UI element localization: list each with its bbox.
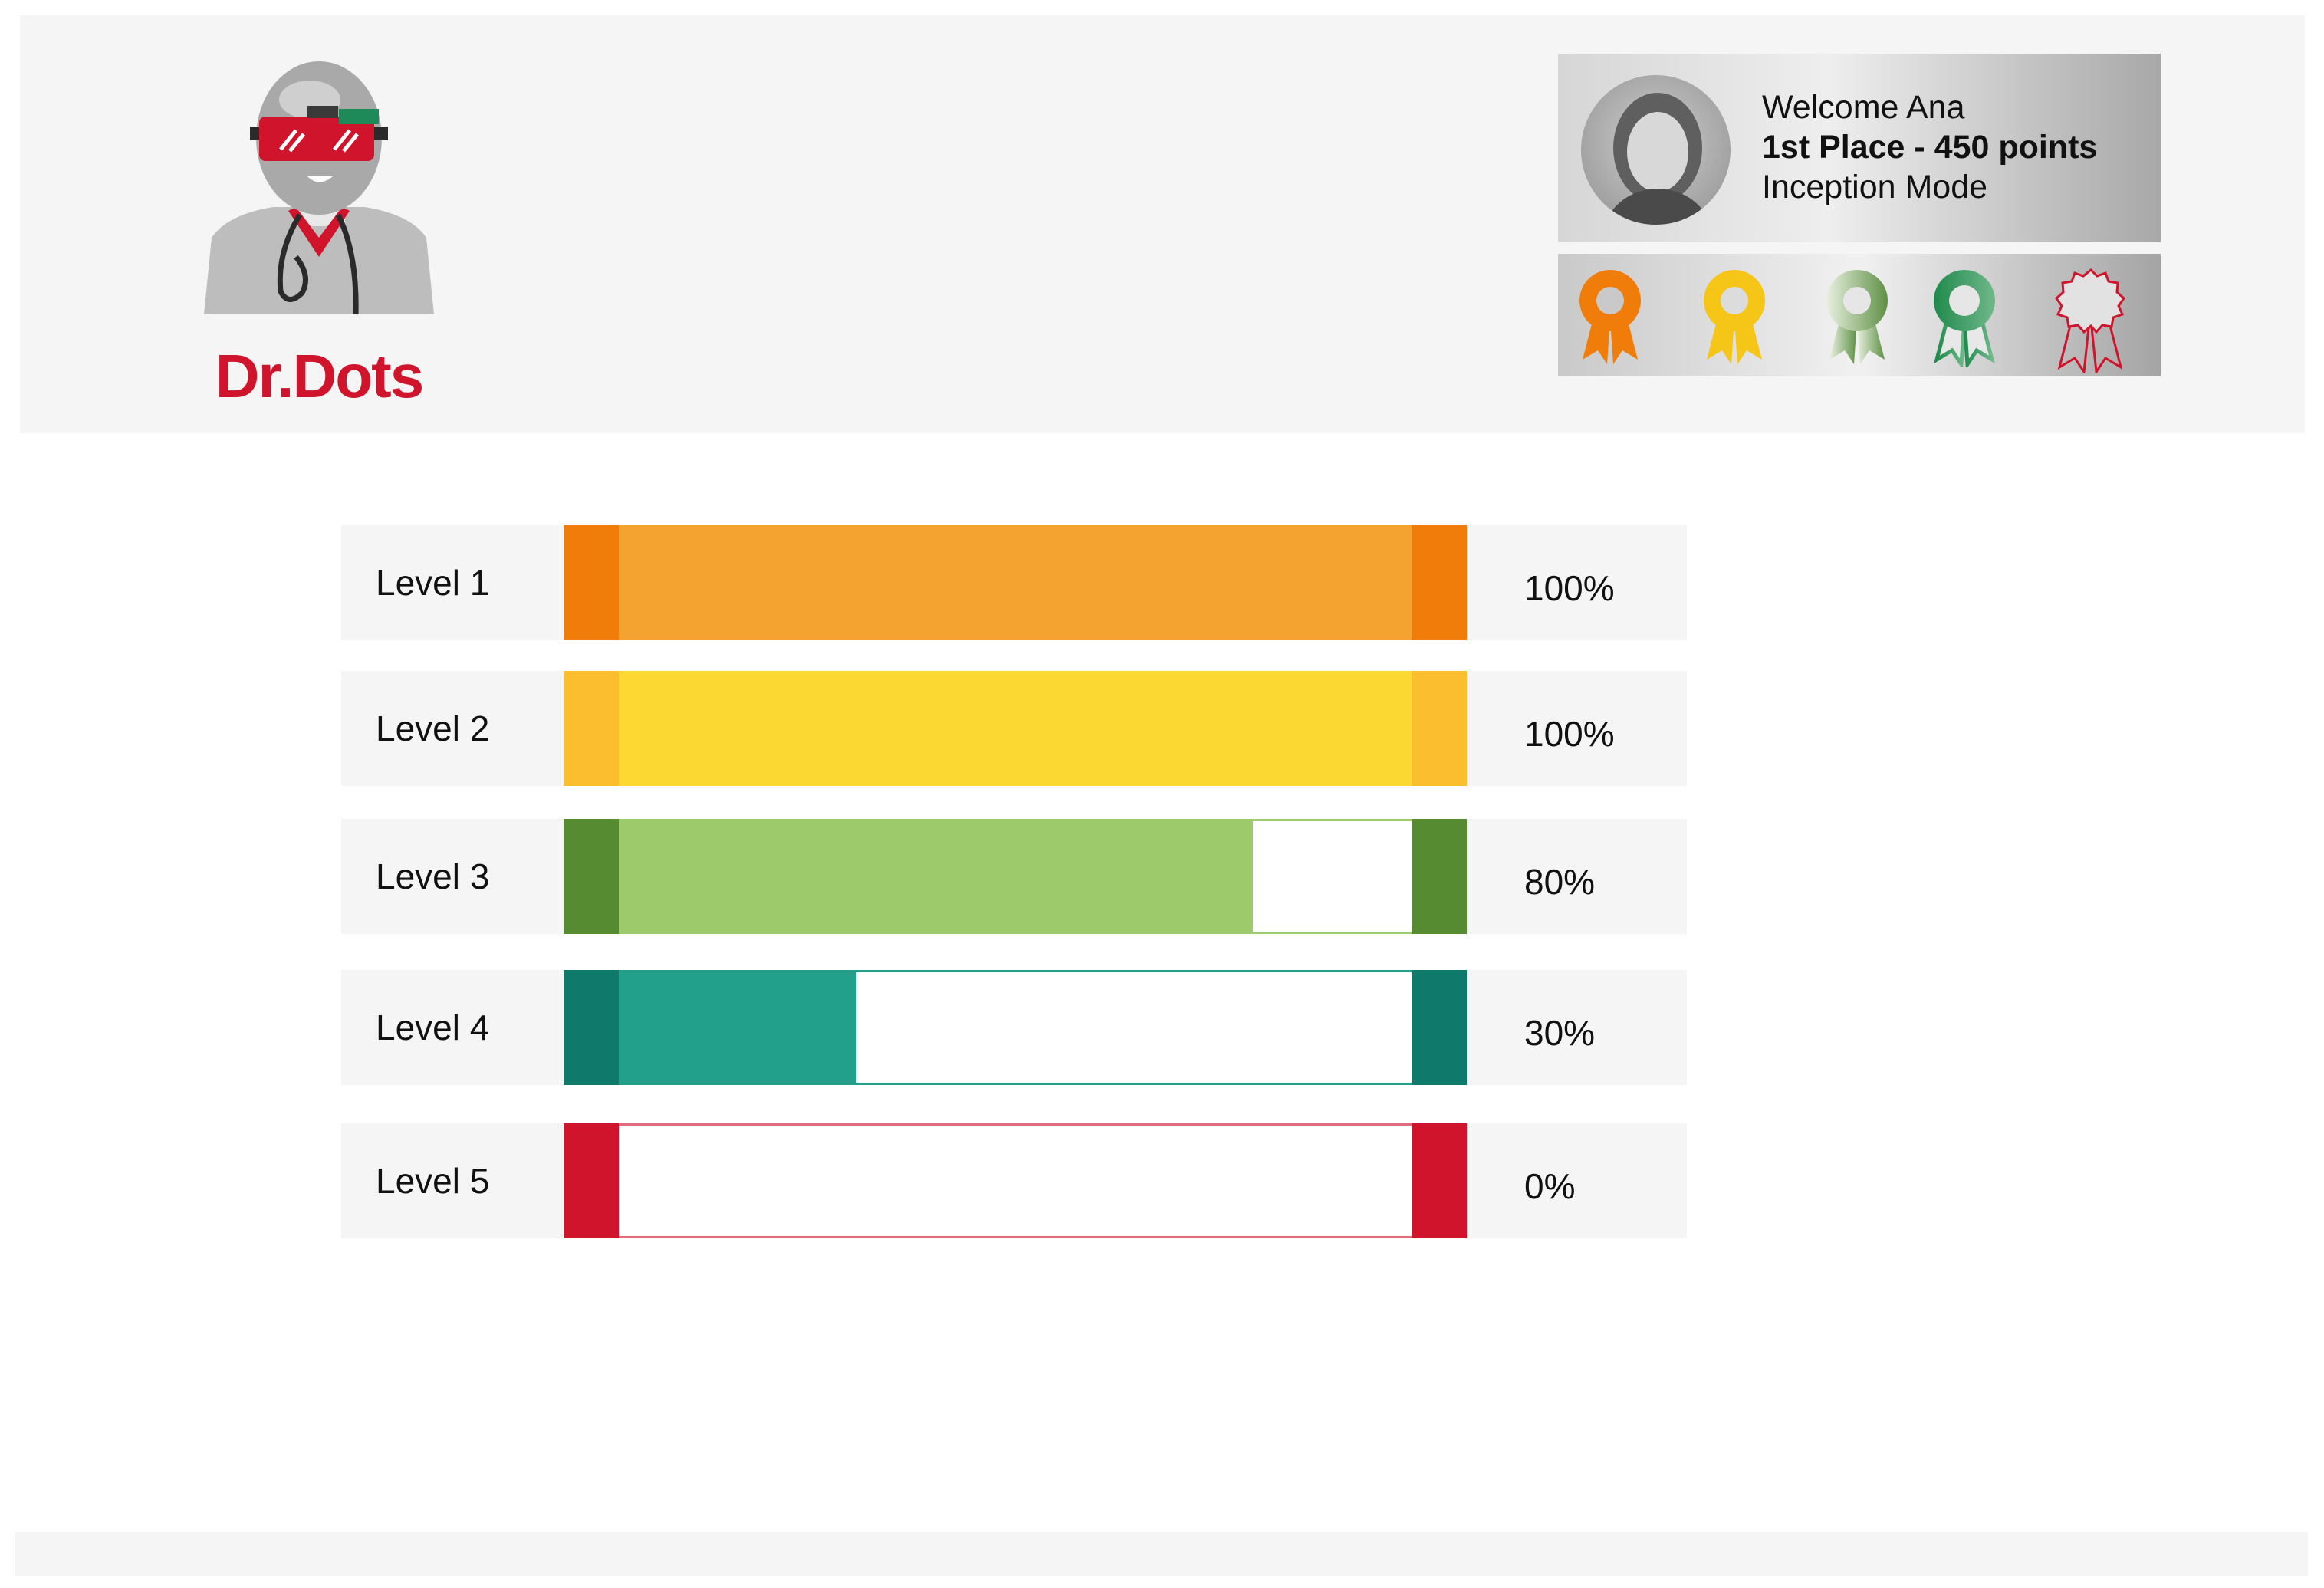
green-ribbon-icon[interactable] xyxy=(1926,266,2003,370)
bar-fill xyxy=(619,528,1412,638)
bar-track xyxy=(619,525,1412,640)
badge-shelf xyxy=(1558,254,2161,376)
bar-cap-right xyxy=(1412,819,1467,934)
header: Dr.Dots Welcome Ana 1st Place - 450 poin… xyxy=(20,15,2305,433)
percent-box: 0% xyxy=(1467,1123,1687,1238)
bar-cap-left xyxy=(564,671,619,786)
bar-cap-left xyxy=(564,970,619,1085)
level-row[interactable]: Level 5 0% xyxy=(341,1123,1687,1238)
percent-text: 30% xyxy=(1524,1013,1596,1053)
footer-bar xyxy=(15,1532,2308,1576)
level-row[interactable]: Level 4 30% xyxy=(341,970,1687,1085)
user-avatar[interactable] xyxy=(1581,75,1731,225)
bar-cap-left xyxy=(564,525,619,640)
level-label-box: Level 3 xyxy=(341,819,567,934)
logo-text: Dr.Dots xyxy=(215,342,425,410)
bar-cap-right xyxy=(1412,525,1467,640)
level-label: Level 1 xyxy=(376,563,490,603)
level-label-box: Level 1 xyxy=(341,525,567,640)
profile-info: Welcome Ana 1st Place - 450 points Incep… xyxy=(1762,87,2097,207)
level-progress-bar[interactable] xyxy=(564,819,1467,934)
percent-text: 100% xyxy=(1524,568,1615,608)
user-profile-card[interactable]: Welcome Ana 1st Place - 450 points Incep… xyxy=(1558,54,2161,242)
percent-text: 0% xyxy=(1524,1166,1576,1206)
percent-text: 100% xyxy=(1524,714,1615,754)
level-label: Level 2 xyxy=(376,709,490,748)
dr-dots-logo: Dr.Dots xyxy=(181,54,457,414)
percent-box: 80% xyxy=(1467,819,1687,934)
level-label-box: Level 2 xyxy=(341,671,567,786)
level-row[interactable]: Level 2 100% xyxy=(341,671,1687,786)
rank-text: 1st Place - 450 points xyxy=(1762,129,2098,166)
bar-cap-right xyxy=(1412,671,1467,786)
level-progress-bar[interactable] xyxy=(564,1123,1467,1238)
bar-track xyxy=(619,1123,1412,1238)
level-row[interactable]: Level 1 100% xyxy=(341,525,1687,640)
light-green-ribbon-icon[interactable] xyxy=(1819,266,1895,367)
level-progress-bar[interactable] xyxy=(564,525,1467,640)
bar-fill xyxy=(619,821,1254,932)
level-label: Level 3 xyxy=(376,856,490,896)
level-label-box: Level 4 xyxy=(341,970,567,1085)
red-ribbon-outline-icon[interactable] xyxy=(2049,266,2125,376)
yellow-ribbon-icon[interactable] xyxy=(1696,266,1773,367)
bar-cap-right xyxy=(1412,1123,1467,1238)
bar-track xyxy=(619,671,1412,786)
level-progress-bar[interactable] xyxy=(564,671,1467,786)
percent-text: 80% xyxy=(1524,862,1596,902)
user-photo-icon xyxy=(1604,93,1711,225)
doctor-mascot-icon xyxy=(204,61,434,315)
level-progress-bar[interactable] xyxy=(564,970,1467,1085)
bar-fill xyxy=(619,972,857,1083)
welcome-text: Welcome Ana xyxy=(1762,89,1965,126)
level-row[interactable]: Level 3 80% xyxy=(341,819,1687,934)
level-label: Level 5 xyxy=(376,1161,490,1201)
orange-ribbon-icon[interactable] xyxy=(1572,266,1648,367)
level-label: Level 4 xyxy=(376,1008,490,1047)
bar-cap-left xyxy=(564,819,619,934)
bar-cap-left xyxy=(564,1123,619,1238)
bar-fill xyxy=(619,673,1412,784)
bar-track xyxy=(619,970,1412,1085)
percent-box: 30% xyxy=(1467,970,1687,1085)
mode-text: Inception Mode xyxy=(1762,169,1988,205)
level-label-box: Level 5 xyxy=(341,1123,567,1238)
bar-cap-right xyxy=(1412,970,1467,1085)
percent-box: 100% xyxy=(1467,525,1687,640)
bar-track xyxy=(619,819,1412,934)
percent-box: 100% xyxy=(1467,671,1687,786)
